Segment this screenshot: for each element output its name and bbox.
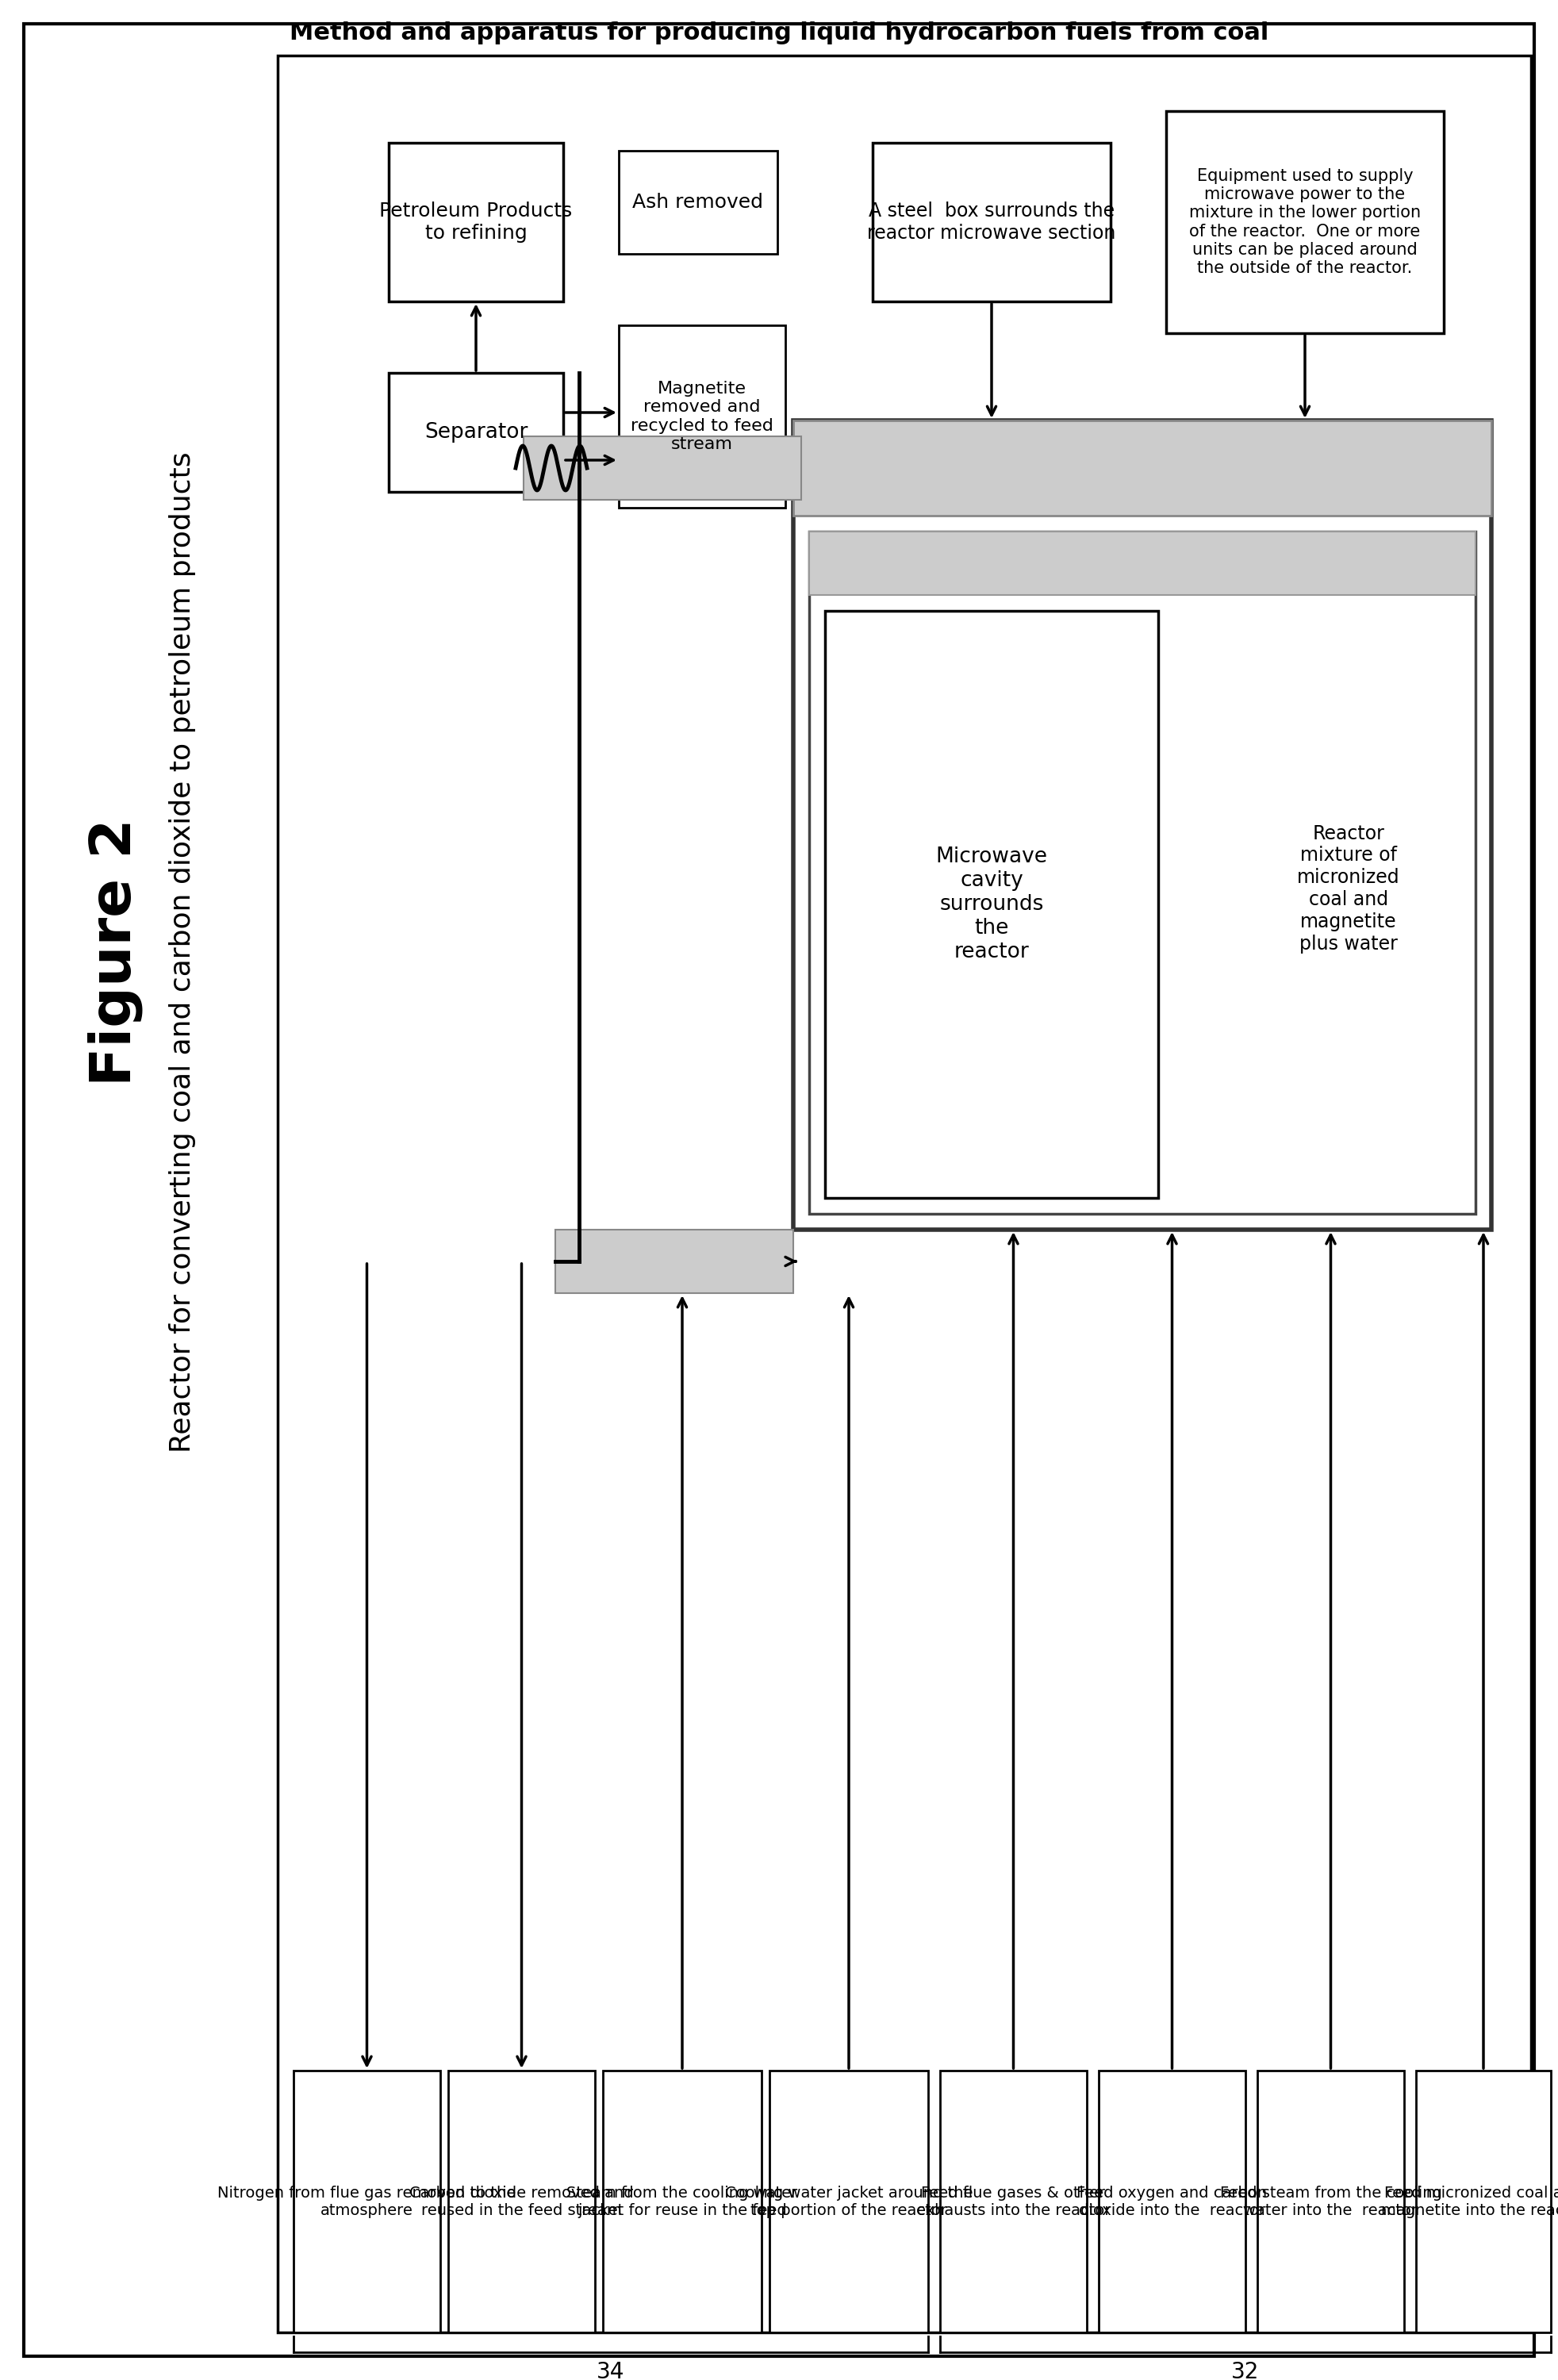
Bar [793,421,1491,1230]
Text: Separator: Separator [424,421,528,443]
Bar [388,143,564,302]
Bar [1098,2071,1245,2332]
Text: Magnetite
removed and
recycled to feed
stream: Magnetite removed and recycled to feed s… [631,381,773,452]
Text: 32: 32 [1231,2361,1259,2380]
Bar [1416,2071,1550,2332]
Bar [603,2071,762,2332]
Bar [449,2071,595,2332]
Text: A steel  box surrounds the
reactor microwave section: A steel box surrounds the reactor microw… [868,202,1116,243]
Text: Ash removed: Ash removed [633,193,763,212]
Bar [388,374,564,493]
Bar [939,2071,1087,2332]
Text: Figure 2: Figure 2 [87,819,143,1085]
Bar [619,326,785,507]
Bar [523,436,801,500]
Text: Steam from the cooling water
jacket for reuse in the feed: Steam from the cooling water jacket for … [567,2185,798,2218]
Bar [872,143,1111,302]
Bar [826,612,1158,1197]
Bar [277,55,1532,2332]
Text: Microwave
cavity
surrounds
the
reactor: Microwave cavity surrounds the reactor [936,847,1047,962]
Bar [809,531,1475,1214]
Text: Reactor
mixture of
micronized
coal and
magnetite
plus water: Reactor mixture of micronized coal and m… [1298,823,1401,952]
Bar [793,421,1491,516]
Text: Carbon dioxide removed and
reused in the feed stream: Carbon dioxide removed and reused in the… [410,2185,634,2218]
Bar [1257,2071,1404,2332]
Bar [770,2071,929,2332]
Bar [619,150,777,255]
Text: Cooling water jacket around the
top portion of the reactor: Cooling water jacket around the top port… [724,2185,972,2218]
Text: Feed oxygen and carbon
dioxide into the  reactor: Feed oxygen and carbon dioxide into the … [1077,2185,1267,2218]
Text: Method and apparatus for producing liquid hydrocarbon fuels from coal: Method and apparatus for producing liqui… [290,21,1268,45]
Bar [555,1230,793,1292]
Text: Feed flue gases & other
exhausts into the reactor: Feed flue gases & other exhausts into th… [916,2185,1111,2218]
Bar [293,2071,441,2332]
Text: Equipment used to supply
microwave power to the
mixture in the lower portion
of : Equipment used to supply microwave power… [1189,169,1421,276]
Text: Reactor for converting coal and carbon dioxide to petroleum products: Reactor for converting coal and carbon d… [168,452,196,1452]
Text: Petroleum Products
to refining: Petroleum Products to refining [380,202,572,243]
Text: Nitrogen from flue gas removed to the
atmosphere: Nitrogen from flue gas removed to the at… [218,2185,516,2218]
Text: Feed steam from the cooling
water into the  reactor: Feed steam from the cooling water into t… [1220,2185,1441,2218]
Text: Feed micronized coal and
magnetite into the reactor: Feed micronized coal and magnetite into … [1380,2185,1558,2218]
Bar [809,531,1475,595]
Bar [1165,112,1444,333]
Text: 34: 34 [597,2361,625,2380]
